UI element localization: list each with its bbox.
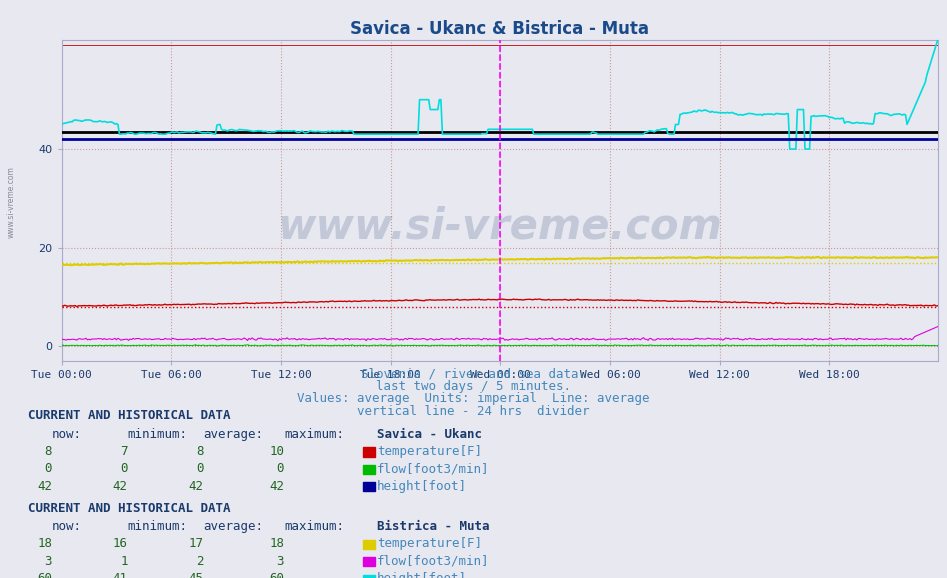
Text: average:: average: (204, 520, 263, 533)
Text: Slovenia / river and sea data.: Slovenia / river and sea data. (361, 367, 586, 380)
Text: Values: average  Units: imperial  Line: average: Values: average Units: imperial Line: av… (297, 392, 650, 405)
Text: 45: 45 (188, 572, 204, 578)
Text: 2: 2 (196, 555, 204, 568)
Text: 7: 7 (120, 445, 128, 458)
Text: 42: 42 (269, 480, 284, 492)
Text: height[foot]: height[foot] (377, 480, 467, 492)
Text: 3: 3 (277, 555, 284, 568)
Text: 0: 0 (196, 462, 204, 475)
Text: 18: 18 (269, 538, 284, 550)
Text: 0: 0 (120, 462, 128, 475)
Text: last two days / 5 minutes.: last two days / 5 minutes. (376, 380, 571, 392)
Text: 42: 42 (188, 480, 204, 492)
Title: Savica - Ukanc & Bistrica - Muta: Savica - Ukanc & Bistrica - Muta (350, 20, 649, 38)
Text: 16: 16 (113, 538, 128, 550)
Text: 42: 42 (37, 480, 52, 492)
Text: temperature[F]: temperature[F] (377, 538, 482, 550)
Text: maximum:: maximum: (284, 428, 344, 440)
Text: 0: 0 (45, 462, 52, 475)
Text: 42: 42 (113, 480, 128, 492)
Text: 41: 41 (113, 572, 128, 578)
Text: 60: 60 (269, 572, 284, 578)
Text: height[foot]: height[foot] (377, 572, 467, 578)
Text: www.si-vreme.com: www.si-vreme.com (277, 206, 722, 247)
Text: maximum:: maximum: (284, 520, 344, 533)
Text: temperature[F]: temperature[F] (377, 445, 482, 458)
Text: minimum:: minimum: (128, 428, 188, 440)
Text: Savica - Ukanc: Savica - Ukanc (377, 428, 482, 440)
Text: minimum:: minimum: (128, 520, 188, 533)
Text: flow[foot3/min]: flow[foot3/min] (377, 462, 490, 475)
Text: 1: 1 (120, 555, 128, 568)
Text: 10: 10 (269, 445, 284, 458)
Text: now:: now: (52, 428, 82, 440)
Text: 3: 3 (45, 555, 52, 568)
Text: now:: now: (52, 520, 82, 533)
Text: 8: 8 (196, 445, 204, 458)
Text: 17: 17 (188, 538, 204, 550)
Text: 8: 8 (45, 445, 52, 458)
Text: 0: 0 (277, 462, 284, 475)
Text: 60: 60 (37, 572, 52, 578)
Text: 18: 18 (37, 538, 52, 550)
Text: flow[foot3/min]: flow[foot3/min] (377, 555, 490, 568)
Text: Bistrica - Muta: Bistrica - Muta (377, 520, 490, 533)
Text: CURRENT AND HISTORICAL DATA: CURRENT AND HISTORICAL DATA (28, 502, 231, 514)
Text: vertical line - 24 hrs  divider: vertical line - 24 hrs divider (357, 405, 590, 418)
Text: CURRENT AND HISTORICAL DATA: CURRENT AND HISTORICAL DATA (28, 409, 231, 422)
Text: www.si-vreme.com: www.si-vreme.com (7, 166, 16, 238)
Text: average:: average: (204, 428, 263, 440)
